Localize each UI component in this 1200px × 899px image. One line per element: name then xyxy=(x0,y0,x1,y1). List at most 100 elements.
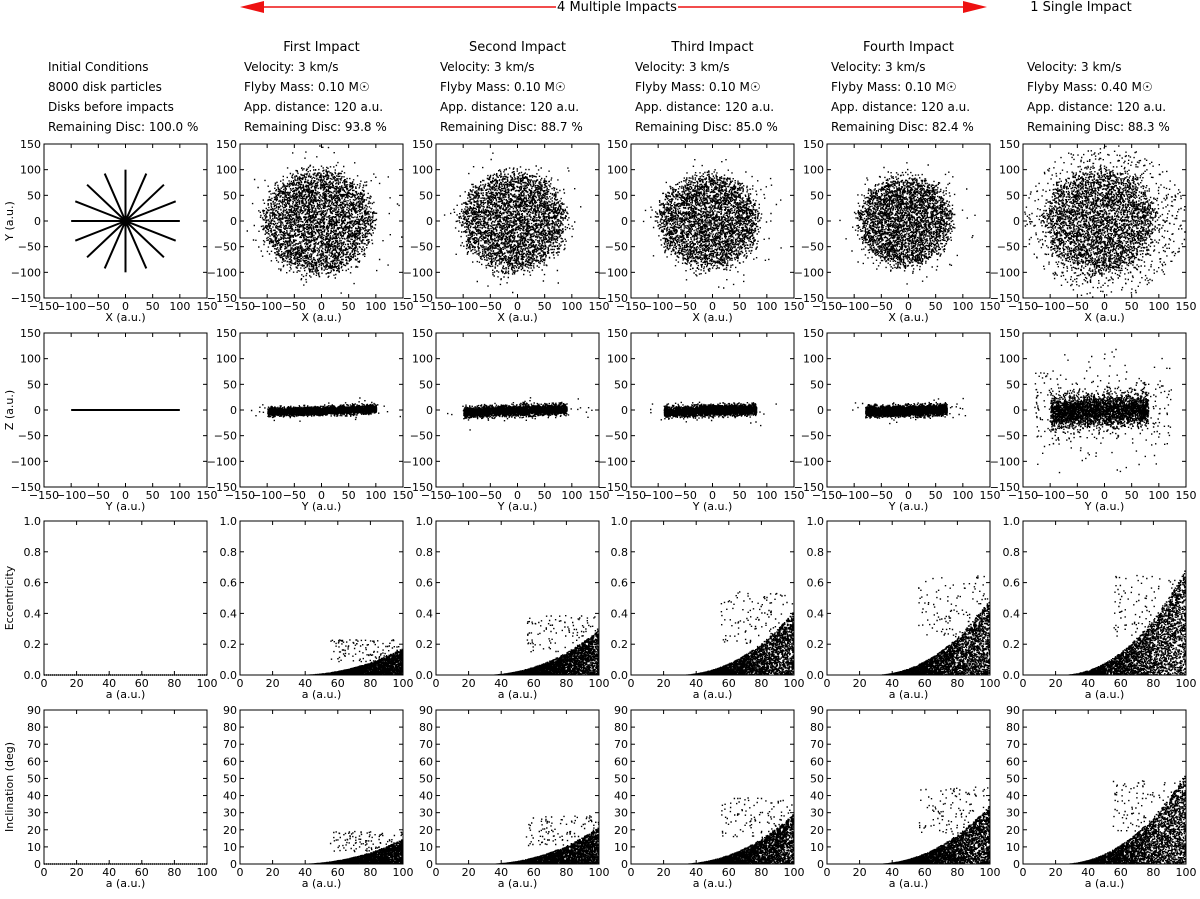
y-tick-label: 0.2 xyxy=(24,638,42,651)
x-tick-label: −150 xyxy=(1008,489,1038,502)
column-info-line: Flyby Mass: 0.10 M☉ xyxy=(244,80,370,94)
x-tick-label: 40 xyxy=(298,677,312,690)
x-tick-label: 100 xyxy=(784,677,805,690)
y-tick-label: 100 xyxy=(412,353,433,366)
y-tick-label: −100 xyxy=(598,266,628,279)
x-tick-label: 50 xyxy=(342,300,356,313)
yz-panel-1: −150−100 −50 0 50 100 150−150−100−50050100150… xyxy=(207,327,414,513)
y-tick-label: 100 xyxy=(412,164,433,177)
axes-frame xyxy=(435,709,600,865)
y-tick-label: 0.4 xyxy=(24,607,42,620)
particle-scatter xyxy=(242,830,403,864)
x-tick-label: 100 xyxy=(393,866,414,879)
x-tick-label: 100 xyxy=(1148,489,1169,502)
x-tick-label: 100 xyxy=(756,300,777,313)
particle-scatter xyxy=(437,815,599,864)
x-tick-label: −100 xyxy=(448,489,478,502)
y-tick-label: 60 xyxy=(810,755,824,768)
y-tick-label: 100 xyxy=(803,353,824,366)
x-tick-label: 0 xyxy=(122,300,129,313)
y-tick-label: −50 xyxy=(214,430,237,443)
ecc-panel-0: 0 20 40 60 80 100 0.0 0.2 0.4 0.6 0.8 1.0 a (a.u.) Ec… xyxy=(3,515,218,701)
x-tick-label: 40 xyxy=(689,866,703,879)
y-tick-label: −150 xyxy=(598,292,628,305)
y-tick-label: −50 xyxy=(997,241,1020,254)
y-tick-label: 50 xyxy=(614,772,628,785)
y-axis-label: Y (a.u.) xyxy=(3,201,16,242)
x-tick-label: −50 xyxy=(1066,489,1089,502)
y-tick-label: 0.0 xyxy=(1003,669,1021,682)
x-tick-label: 0 xyxy=(905,300,912,313)
y-tick-label: 100 xyxy=(216,353,237,366)
y-tick-label: 0 xyxy=(230,215,237,228)
y-tick-label: 60 xyxy=(419,755,433,768)
initial-spoke xyxy=(124,183,165,222)
y-tick-label: 50 xyxy=(223,772,237,785)
y-tick-label: 0 xyxy=(1013,215,1020,228)
y-tick-label: 0 xyxy=(426,404,433,417)
x-tick-label: 80 xyxy=(1146,677,1160,690)
y-tick-label: 90 xyxy=(27,704,41,717)
y-tick-label: 0 xyxy=(426,215,433,228)
y-tick-label: 0.0 xyxy=(807,669,825,682)
column-info-line: Remaining Disc: 88.3 % xyxy=(1027,120,1170,134)
x-tick-label: 0 xyxy=(318,300,325,313)
y-tick-label: 0 xyxy=(817,215,824,228)
x-tick-label: −50 xyxy=(870,300,893,313)
y-tick-label: −100 xyxy=(11,266,41,279)
y-tick-label: 80 xyxy=(614,721,628,734)
axes-frame xyxy=(43,709,208,865)
column-info-line: App. distance: 120 a.u. xyxy=(831,100,971,114)
x-tick-label: −50 xyxy=(674,489,697,502)
x-tick-label: 60 xyxy=(331,866,345,879)
y-tick-label: 60 xyxy=(1006,755,1020,768)
y-tick-label: 0.0 xyxy=(24,669,42,682)
y-tick-label: 50 xyxy=(419,772,433,785)
xy-panel-3: −150−100 −50 0 50 100 150−150−100−50050100150… xyxy=(598,138,805,324)
x-axis-label: X (a.u.) xyxy=(692,311,732,324)
column-info-line: App. distance: 120 a.u. xyxy=(1027,100,1167,114)
y-tick-label: −150 xyxy=(11,481,41,494)
y-tick-label: 100 xyxy=(20,353,41,366)
y-tick-label: 0 xyxy=(621,858,628,871)
y-tick-label: 1.0 xyxy=(1003,515,1021,528)
y-tick-label: −150 xyxy=(207,481,237,494)
x-tick-label: 100 xyxy=(952,489,973,502)
x-tick-label: 0 xyxy=(514,300,521,313)
y-tick-label: 80 xyxy=(1006,721,1020,734)
x-tick-label: 100 xyxy=(1176,677,1197,690)
y-tick-label: 20 xyxy=(810,824,824,837)
column-title: Second Impact xyxy=(469,40,566,55)
y-tick-label: 0 xyxy=(34,404,41,417)
x-tick-label: 150 xyxy=(197,489,218,502)
x-tick-label: 40 xyxy=(885,866,899,879)
y-tick-label: 150 xyxy=(607,138,628,151)
x-axis-label: a (a.u.) xyxy=(1085,877,1125,890)
y-tick-label: −100 xyxy=(11,455,41,468)
ecc-panel-3: 0 20 40 60 80 100 0.0 0.2 0.4 0.6 0.8 1.0 a (a.u.) xyxy=(611,515,805,701)
y-tick-label: 90 xyxy=(419,704,433,717)
y-tick-label: 100 xyxy=(607,353,628,366)
x-axis-label: Y (a.u.) xyxy=(888,500,929,513)
initial-spoke xyxy=(125,200,177,222)
x-tick-label: −100 xyxy=(643,489,673,502)
y-tick-label: 0 xyxy=(34,215,41,228)
x-axis-label: Y (a.u.) xyxy=(105,500,146,513)
y-tick-label: 50 xyxy=(614,189,628,202)
y-tick-label: 0.8 xyxy=(807,546,825,559)
arrow-head-left xyxy=(240,1,264,13)
y-tick-label: 50 xyxy=(27,772,41,785)
y-tick-label: 0.4 xyxy=(220,607,238,620)
particle-scatter xyxy=(250,397,401,422)
x-tick-label: 40 xyxy=(689,677,703,690)
y-tick-label: 100 xyxy=(607,164,628,177)
x-tick-label: 20 xyxy=(853,677,867,690)
x-tick-label: 150 xyxy=(589,489,610,502)
initial-spoke xyxy=(103,220,127,269)
x-tick-label: 100 xyxy=(169,300,190,313)
y-tick-label: 0 xyxy=(817,858,824,871)
